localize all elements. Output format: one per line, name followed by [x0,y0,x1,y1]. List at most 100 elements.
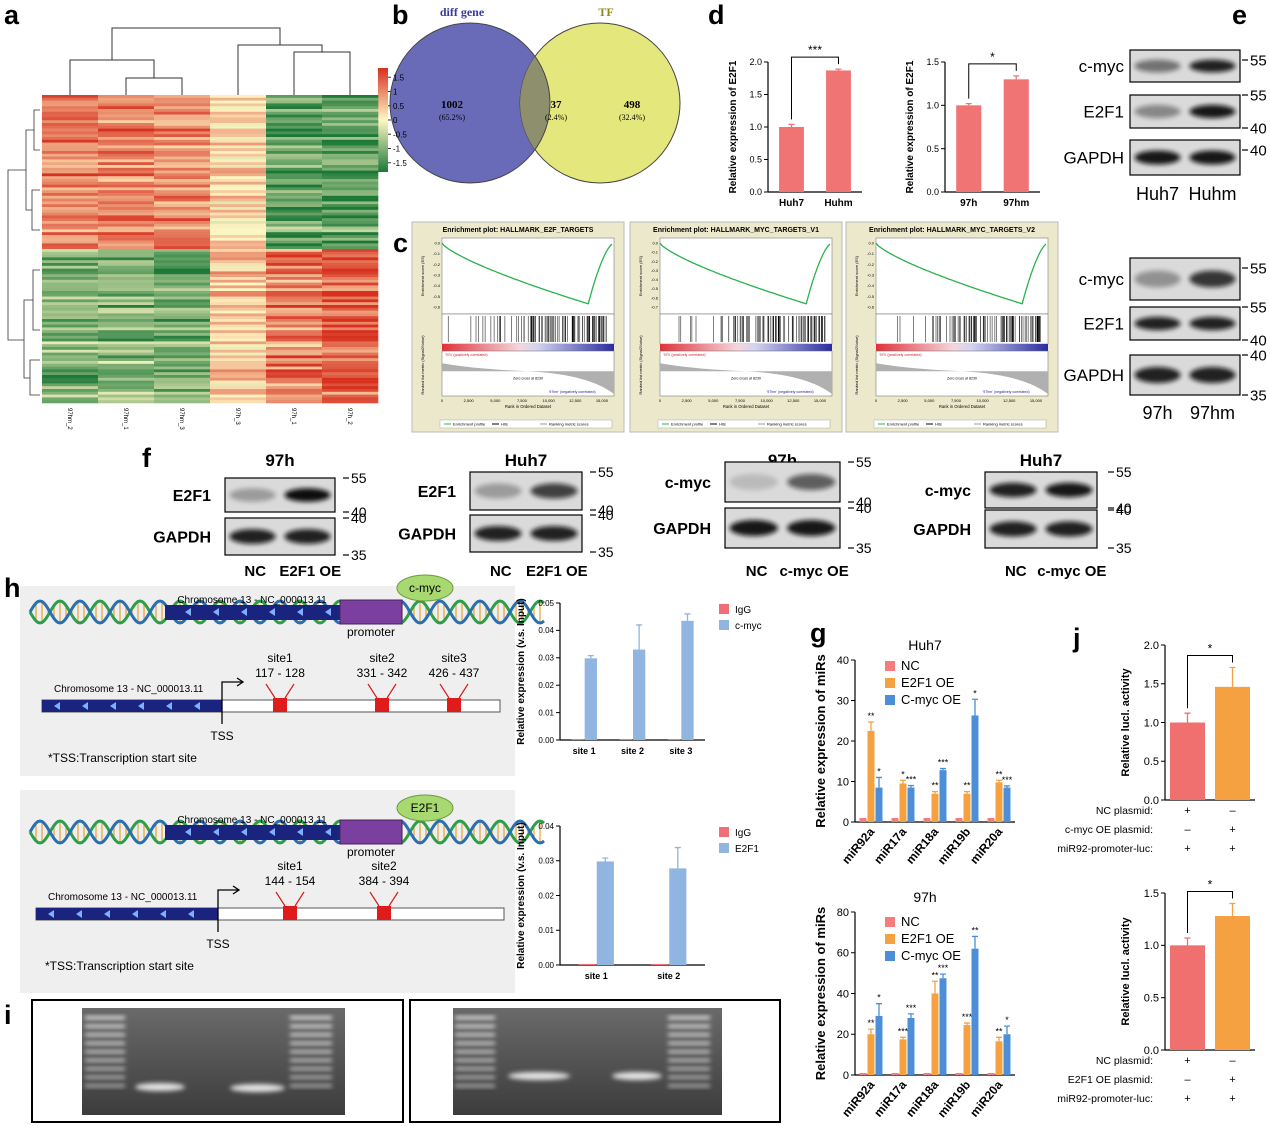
gsea-curve [659,242,831,305]
heatmap-cell [42,151,99,155]
heatmap-cell [210,363,267,367]
significance-label: *** [906,775,917,785]
heatmap-cell [42,277,99,281]
gsea-x-label: Rank in Ordered Dataset [939,404,986,409]
heatmap-cell [322,397,379,401]
blot-band [530,483,578,499]
heatmap-cell [98,251,155,255]
heatmap-cell [266,235,323,239]
heatmap-cell [98,125,155,129]
strand-arrow [185,608,191,616]
heatmap-cell [154,128,211,132]
gsea-es-plot [875,237,1049,315]
heatmap-cell [98,95,155,99]
heatmap-cell [42,400,99,404]
heatmap-cell [98,97,155,101]
x-tick-label: site 2 [621,746,644,756]
heatmap-cell [98,372,155,376]
heatmap-cell [266,347,323,351]
error-bar [932,790,938,794]
site-funnel [367,683,397,699]
heatmap-cell [322,338,379,342]
heatmap-cell [210,338,267,342]
site-name: site2 [371,859,397,873]
bar [891,1072,899,1075]
error-bar [674,846,681,869]
heatmap-cell [42,204,99,208]
heatmap-cell [266,335,323,339]
heatmap-cell [42,307,99,311]
bar [899,783,907,822]
strand-arrow [48,910,54,918]
heatmap-cell [98,179,155,183]
heatmap-cell [98,257,155,261]
y-tick-label: 0.0 [926,187,939,197]
heatmap-cell [210,156,267,160]
y-tick-label: 1.0 [1144,717,1159,729]
gel-ladder-band [290,1024,332,1028]
heatmap-cell [98,400,155,404]
panel-letter: f [142,443,152,473]
heatmap-cell [322,176,379,180]
venn-percent: (65.2%) [439,113,465,122]
heatmap-cell [322,109,379,113]
heatmap-cell [154,358,211,362]
heatmap-cell [322,237,379,241]
gsea-y-tick: -0.3 [867,273,875,278]
heatmap-cell [266,397,323,401]
heatmap-cell [154,212,211,216]
gsea-y-tick: -0.5 [867,294,875,299]
heatmap-cell [154,153,211,157]
heatmap-cell [98,352,155,356]
heatmap-cell [322,319,379,323]
heatmap-cell [98,184,155,188]
heatmap-cell [154,268,211,272]
gel-ladder-band [290,1016,332,1020]
heatmap-cell [154,162,211,166]
blot-band [1134,59,1181,73]
marker-label: 55 [598,464,614,480]
heatmap-cell [154,386,211,390]
bar [859,1072,867,1075]
heatmap-cell [322,383,379,387]
heatmap-cell [322,167,379,171]
heatmap-cell [322,377,379,381]
heatmap-cell [154,363,211,367]
y-axis-label: Relative expression (v.s. Input) [516,598,527,745]
y-tick-label: 0.5 [1144,756,1159,768]
heatmap-cell [42,167,99,171]
binding-site [273,698,287,712]
gel-ladder-band [455,1075,495,1079]
heatmap-cell [322,358,379,362]
heatmap-cell [154,173,211,177]
heatmap-cell [210,361,267,365]
heatmap-cell [210,125,267,129]
heatmap-cell [266,389,323,393]
error-bar [940,973,946,979]
y-tick-label: 0.00 [538,961,554,970]
heatmap-cell [154,218,211,222]
condition-mark: – [1184,824,1191,836]
heatmap-cell [210,341,267,345]
colorbar-tick-label: 1 [393,88,398,97]
marker-label: 35 [598,544,614,560]
heatmap-cell [322,139,379,143]
strand-arrow [166,702,172,710]
heatmap-cell [42,170,99,174]
significance-label: * [973,688,977,698]
heatmap-cell [42,327,99,331]
gsea-y-label: Enrichment score (ES) [638,255,643,296]
heatmap-cell [266,193,323,197]
heatmap-cell [98,265,155,269]
heatmap-cell [42,268,99,272]
heatmap-cell [210,187,267,191]
gel-ladder-band [455,1041,495,1045]
y-tick-label: 1.0 [926,100,939,110]
site-range: 144 - 154 [265,874,316,888]
error-bar [876,1003,882,1016]
heatmap-cell [98,181,155,185]
heatmap-cell [266,394,323,398]
gsea-y-tick: -0.4 [867,283,875,288]
gel-band [508,1072,570,1080]
significance-label: * [1208,877,1213,891]
